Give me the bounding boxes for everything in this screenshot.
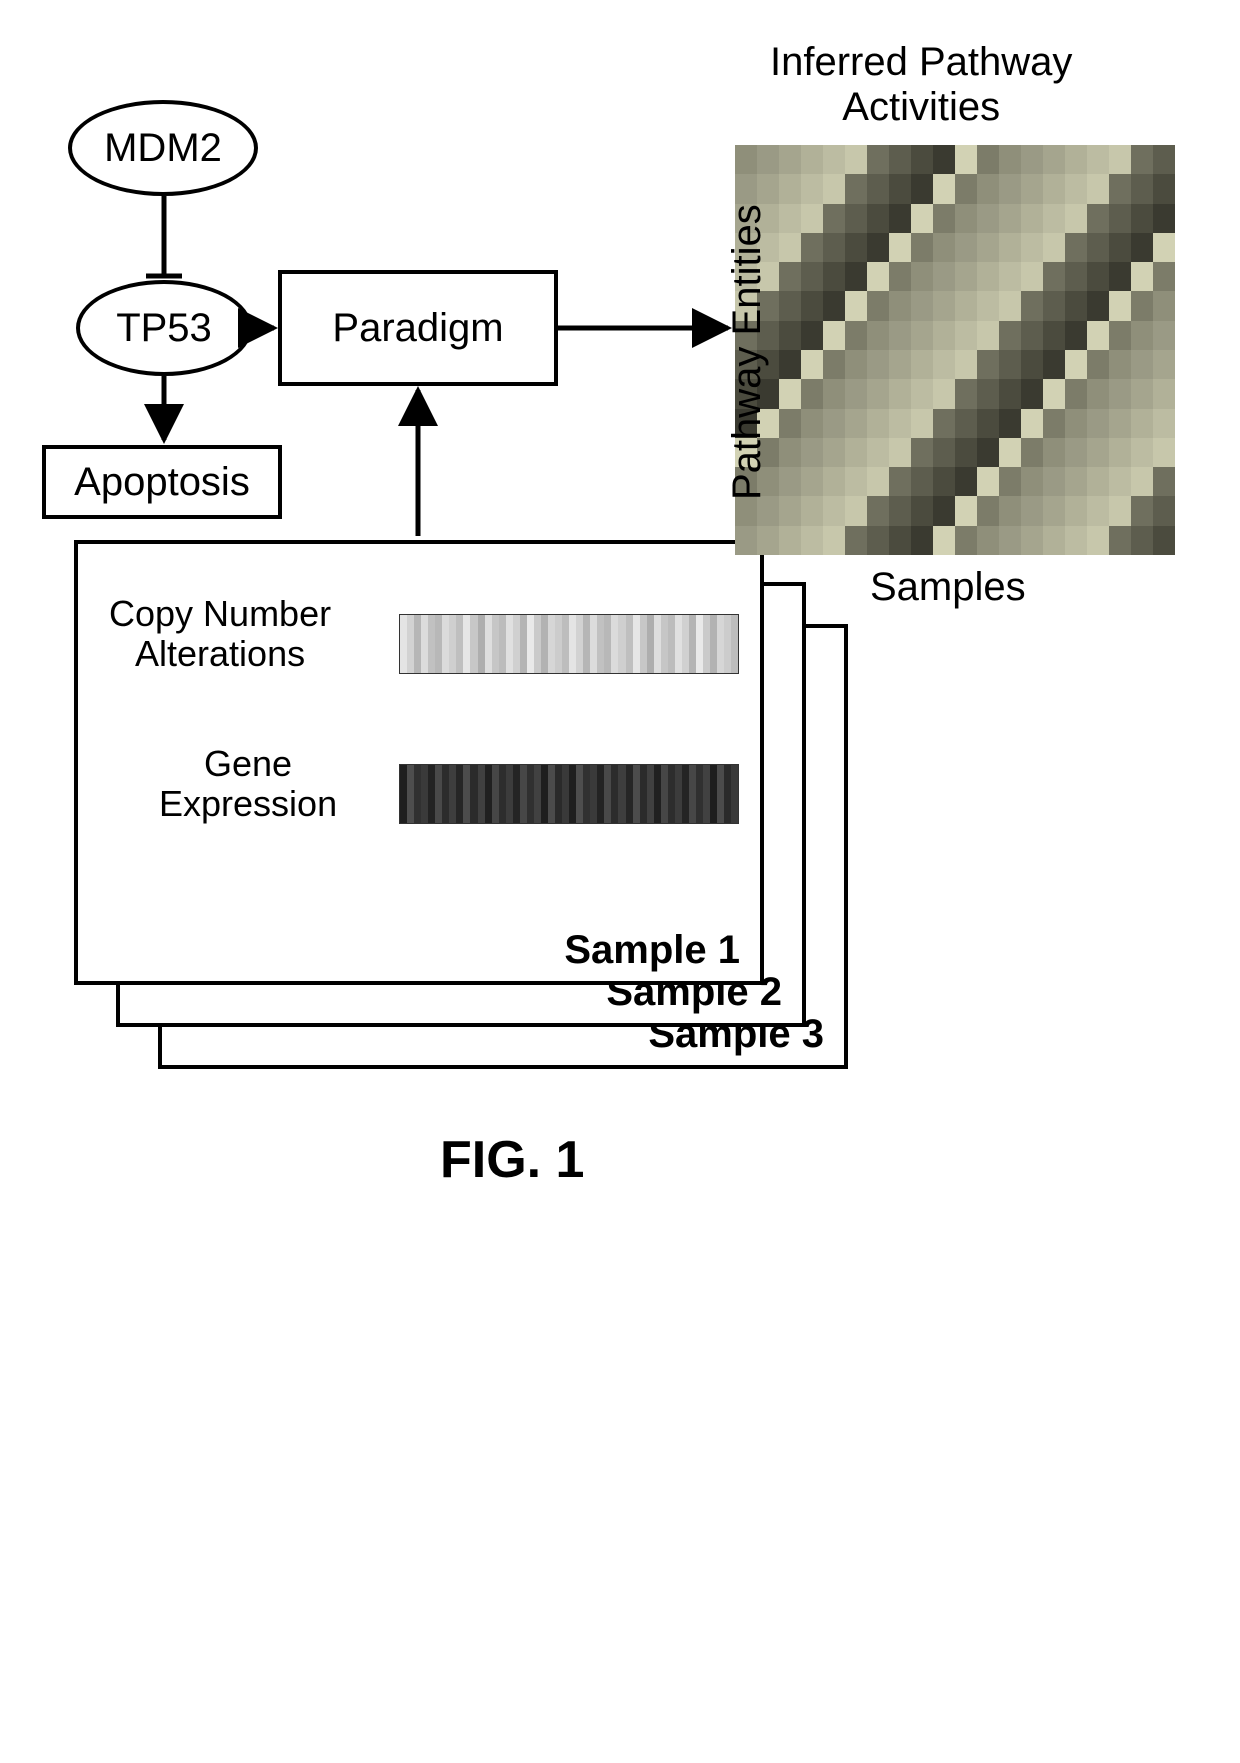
sample-1-label: Sample 1 <box>564 928 740 973</box>
cna-strip <box>399 614 739 674</box>
expr-strip <box>399 764 739 824</box>
node-tp53: TP53 <box>76 280 252 376</box>
sample-card-1: Sample 1 Copy NumberAlterations GeneExpr… <box>74 540 764 985</box>
node-tp53-label: TP53 <box>116 306 212 351</box>
node-apoptosis-label: Apoptosis <box>74 460 250 505</box>
figure-canvas: MDM2 TP53 Apoptosis Paradigm Sample 3 Sa… <box>0 0 1240 1763</box>
node-mdm2: MDM2 <box>68 100 258 196</box>
cna-label: Copy NumberAlterations <box>109 594 331 673</box>
figure-label: FIG. 1 <box>440 1130 584 1190</box>
expr-label: GeneExpression <box>159 744 337 823</box>
output-x-axis: Samples <box>870 565 1026 610</box>
node-mdm2-label: MDM2 <box>104 126 222 171</box>
pathway-activity-heatmap <box>735 145 1175 555</box>
output-title: Inferred PathwayActivities <box>770 40 1072 130</box>
output-y-axis: Pathway Entities <box>725 204 770 500</box>
paradigm-label: Paradigm <box>332 306 503 351</box>
paradigm-box: Paradigm <box>278 270 558 386</box>
node-apoptosis: Apoptosis <box>42 445 282 519</box>
